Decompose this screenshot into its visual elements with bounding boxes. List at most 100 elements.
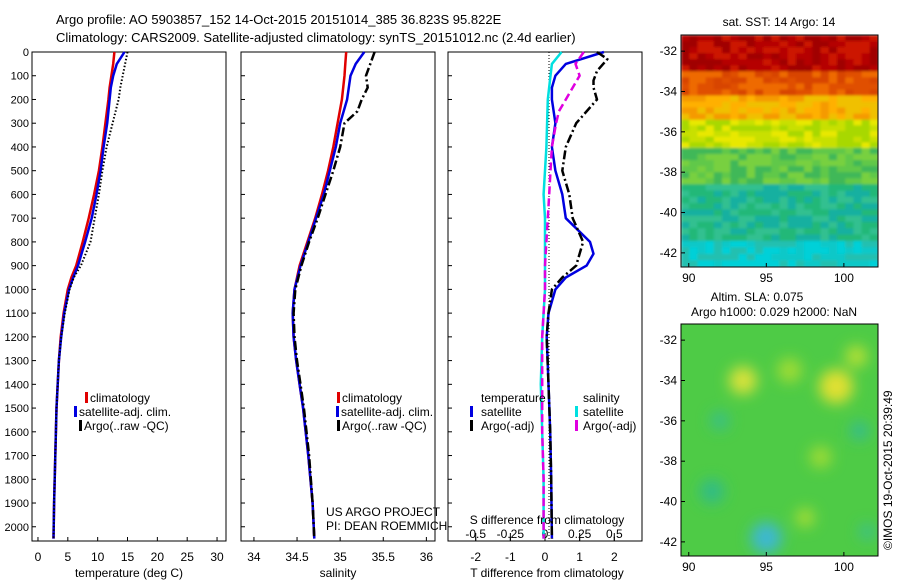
sst-cell bbox=[689, 240, 699, 249]
sst-cell bbox=[689, 190, 699, 198]
sst-cell bbox=[754, 83, 765, 91]
sst-cell bbox=[795, 172, 806, 180]
sst-cell bbox=[853, 209, 863, 217]
sst-cell bbox=[705, 77, 715, 85]
sst-cell bbox=[869, 113, 878, 121]
sst-cell bbox=[771, 95, 781, 103]
sst-cell bbox=[828, 260, 838, 267]
sst-cell bbox=[771, 247, 781, 255]
sst-cell bbox=[771, 142, 781, 149]
sst-cell bbox=[746, 107, 756, 115]
sst-cell bbox=[804, 260, 814, 267]
sst-cell bbox=[689, 71, 699, 79]
sst-cell bbox=[681, 178, 691, 186]
sst-cell bbox=[730, 260, 740, 267]
sst-cell bbox=[697, 71, 707, 79]
sst-cell bbox=[779, 178, 789, 186]
sst-cell bbox=[738, 59, 748, 67]
sst-cell bbox=[820, 196, 830, 205]
sst-cell bbox=[771, 59, 781, 67]
sst-cell bbox=[787, 89, 797, 97]
sst-cell bbox=[746, 125, 756, 132]
sst-cell bbox=[845, 41, 855, 49]
depth-tick-label: 1400 bbox=[5, 379, 29, 391]
sst-cell bbox=[779, 190, 789, 198]
sst-cell bbox=[795, 101, 806, 109]
sst-cell bbox=[722, 142, 732, 149]
sst-cell bbox=[795, 77, 806, 85]
sst-cell bbox=[837, 41, 847, 49]
sst-cell bbox=[754, 142, 765, 149]
sst-cell bbox=[828, 47, 838, 55]
sst-cell bbox=[705, 148, 715, 156]
sst-cell bbox=[837, 131, 847, 138]
sst-cell bbox=[787, 53, 797, 61]
sst-cell bbox=[869, 154, 878, 162]
sst-cell bbox=[763, 253, 773, 262]
sst-cell bbox=[771, 41, 781, 49]
sst-cell bbox=[812, 148, 822, 156]
sst-cell bbox=[812, 41, 822, 49]
sst-cell bbox=[705, 160, 715, 168]
sst-cell bbox=[754, 234, 765, 242]
sst-cell bbox=[705, 136, 715, 144]
sst-cell bbox=[795, 196, 806, 205]
depth-tick-label: 1100 bbox=[5, 308, 29, 320]
lat-tick-label: -40 bbox=[660, 495, 678, 509]
sst-cell bbox=[705, 203, 715, 211]
sst-cell bbox=[804, 77, 814, 85]
sla-blob bbox=[809, 446, 832, 468]
sst-cell bbox=[754, 166, 765, 174]
sst-cell bbox=[869, 178, 878, 186]
sst-cell bbox=[746, 215, 756, 223]
sla-map-title: Altim. SLA: 0.075 bbox=[711, 290, 804, 304]
sst-cell bbox=[746, 65, 756, 73]
sst-cell bbox=[730, 253, 740, 262]
sst-cell bbox=[804, 119, 814, 127]
sst-cell bbox=[804, 83, 814, 91]
series-line-salinity-argo-adj bbox=[540, 51, 585, 539]
sst-cell bbox=[754, 247, 765, 255]
lat-tick-label: -42 bbox=[660, 246, 678, 260]
sst-cell bbox=[763, 71, 773, 79]
sst-cell bbox=[771, 47, 781, 55]
sst-cell bbox=[681, 184, 691, 192]
sst-cell bbox=[861, 107, 871, 115]
sst-cell bbox=[705, 95, 715, 103]
sst-cell bbox=[787, 196, 797, 205]
sst-cell bbox=[812, 160, 822, 168]
sst-cell bbox=[820, 154, 830, 162]
sst-cell bbox=[746, 53, 756, 61]
sst-cell bbox=[820, 178, 830, 186]
sst-cell bbox=[689, 47, 699, 55]
sst-cell bbox=[869, 65, 878, 73]
sst-cell bbox=[722, 234, 732, 242]
legend-swatch-t-argo bbox=[470, 420, 473, 431]
sst-cell bbox=[861, 136, 871, 144]
sst-cell bbox=[771, 166, 781, 174]
sst-cell bbox=[869, 142, 878, 149]
sst-cell bbox=[795, 125, 806, 132]
sst-cell bbox=[738, 77, 748, 85]
sst-cell bbox=[869, 131, 878, 138]
s-difference-axis-label: S difference from climatology bbox=[470, 513, 625, 527]
sst-cell bbox=[795, 136, 806, 144]
sst-cell bbox=[754, 136, 765, 144]
sst-cell bbox=[828, 196, 838, 205]
sst-cell bbox=[754, 125, 765, 132]
sst-cell bbox=[697, 221, 707, 230]
difference-depth-ticks bbox=[448, 51, 452, 528]
sst-cell bbox=[812, 215, 822, 223]
sla-blob bbox=[795, 508, 815, 527]
sst-cell bbox=[746, 131, 756, 138]
sst-cell bbox=[738, 160, 748, 168]
sst-cell bbox=[681, 221, 691, 230]
sst-cell bbox=[754, 59, 765, 67]
x-tick-label: 30 bbox=[210, 550, 224, 564]
sst-cell bbox=[705, 65, 715, 73]
sst-cell bbox=[722, 154, 732, 162]
sst-cell bbox=[738, 234, 748, 242]
sst-cell bbox=[795, 215, 806, 223]
sst-cell bbox=[804, 136, 814, 144]
sst-cell bbox=[779, 184, 789, 192]
